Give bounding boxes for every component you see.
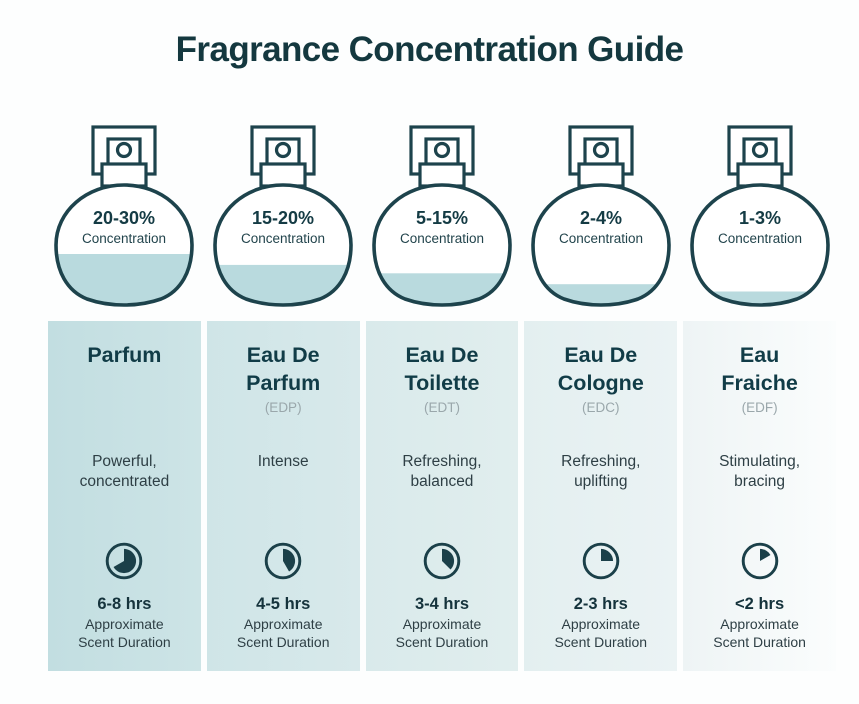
fragrance-description: Powerful, concentrated bbox=[79, 453, 170, 491]
clock-icon bbox=[423, 542, 461, 580]
liquid-fill bbox=[532, 284, 669, 305]
concentration-label: Concentration bbox=[82, 231, 166, 246]
nozzle-hole bbox=[751, 141, 768, 159]
name-block: Eau De Toilette (EDT) bbox=[366, 342, 519, 452]
fragrance-abbr: (EDT) bbox=[423, 400, 460, 416]
bottle-neck bbox=[418, 162, 466, 188]
perfume-bottle-icon: 5-15% Concentration bbox=[372, 125, 512, 307]
column-parfum: Parfum Powerful, concentrated 6-8 hrs Ap… bbox=[48, 321, 201, 671]
column-eau-de-cologne: Eau De Cologne (EDC) Refreshing, uplifti… bbox=[524, 321, 678, 671]
clock-wedge bbox=[441, 548, 455, 570]
perfume-bottle-icon: 1-3% Concentration bbox=[689, 125, 830, 307]
bottle-body bbox=[532, 185, 669, 305]
bottle-cell: 5-15% Concentration bbox=[366, 120, 519, 315]
bottle-neck bbox=[259, 162, 307, 188]
column-eau-fraiche: Eau Fraiche (EDF) Stimulating, bracing <… bbox=[683, 321, 836, 671]
bottles-row: 20-30% Concentration 15-20% Concentratio… bbox=[48, 120, 836, 315]
fragrance-name: Eau Fraiche bbox=[721, 343, 798, 395]
duration-value: 6-8 hrs bbox=[97, 595, 152, 613]
clock-wedge bbox=[113, 548, 137, 574]
bottle-neck bbox=[577, 162, 625, 188]
bottle-cell: 20-30% Concentration bbox=[48, 120, 201, 315]
fragrance-name: Eau De Toilette bbox=[404, 343, 480, 395]
clock-face bbox=[582, 542, 620, 580]
fragrance-abbr: (EDC) bbox=[582, 400, 620, 416]
concentration-label: Concentration bbox=[241, 231, 325, 246]
liquid-fill bbox=[215, 264, 352, 305]
column-eau-de-parfum: Eau De Parfum (EDP) Intense 4-5 hrs Appr… bbox=[206, 321, 360, 671]
fragrance-abbr: (EDP) bbox=[264, 400, 302, 416]
name-block: Parfum bbox=[48, 342, 201, 452]
bottle-body-outline bbox=[54, 183, 195, 307]
concentration-range: 20-30% bbox=[93, 208, 155, 228]
fragrance-description: Stimulating, bracing bbox=[719, 453, 801, 491]
duration-value: 3-4 hrs bbox=[414, 595, 470, 613]
fragrance-abbr bbox=[48, 373, 201, 390]
concentration-range: 5-15% bbox=[416, 208, 468, 228]
nozzle-hole bbox=[433, 141, 451, 159]
clock-face bbox=[423, 542, 461, 580]
clock-wedge bbox=[283, 548, 296, 572]
page-title: Fragrance Concentration Guide bbox=[175, 30, 684, 69]
bottle-cell: 2-4% Concentration bbox=[524, 120, 677, 315]
duration-caption: Approximate Scent Duration bbox=[395, 616, 489, 650]
clock-icon bbox=[741, 542, 778, 580]
duration-value: 2-3 hrs bbox=[573, 595, 628, 613]
clock-icon bbox=[582, 542, 620, 580]
nozzle-hole bbox=[116, 141, 133, 159]
clock-icon bbox=[264, 542, 302, 580]
clock-wedge bbox=[759, 548, 771, 561]
concentration-range: 2-4% bbox=[580, 208, 622, 228]
liquid-fill bbox=[56, 254, 193, 305]
fragrance-description: Refreshing, uplifting bbox=[561, 453, 641, 491]
concentration-range: 1-3% bbox=[739, 208, 781, 228]
fragrance-name: Eau De Parfum bbox=[246, 343, 321, 395]
bottle-neck bbox=[100, 162, 148, 188]
fragrance-description: Intense bbox=[257, 453, 309, 470]
duration-value: <2 hrs bbox=[735, 595, 785, 613]
clock-face bbox=[106, 542, 143, 580]
fragrance-name: Eau De Cologne bbox=[557, 343, 644, 395]
bottle-body-outline bbox=[213, 183, 353, 307]
concentration-label: Concentration bbox=[400, 231, 484, 246]
duration-caption: Approximate Scent Duration bbox=[78, 616, 171, 650]
fragrance-columns: Parfum Powerful, concentrated 6-8 hrs Ap… bbox=[48, 321, 836, 671]
clock-wedge bbox=[600, 548, 613, 561]
duration-value: 4-5 hrs bbox=[256, 595, 311, 613]
bottle-body-outline bbox=[530, 183, 671, 307]
nozzle-hole bbox=[275, 141, 292, 159]
duration-caption: Approximate Scent Duration bbox=[713, 616, 806, 650]
bottle-neck bbox=[735, 162, 784, 188]
name-block: Eau De Parfum (EDP) bbox=[207, 342, 360, 452]
perfume-bottle-icon: 15-20% Concentration bbox=[213, 125, 353, 307]
perfume-bottle-icon: 2-4% Concentration bbox=[530, 125, 671, 307]
duration-caption: Approximate Scent Duration bbox=[236, 616, 330, 650]
bottle-body bbox=[691, 185, 828, 305]
bottle-cell: 1-3% Concentration bbox=[683, 120, 836, 315]
fragrance-description: Refreshing, balanced bbox=[402, 453, 482, 491]
nozzle-hole bbox=[592, 141, 609, 159]
concentration-label: Concentration bbox=[559, 231, 643, 246]
clock-icon bbox=[106, 542, 143, 580]
bottle-body-outline bbox=[372, 183, 512, 307]
clock-face bbox=[264, 542, 302, 580]
perfume-bottle-icon: 20-30% Concentration bbox=[54, 125, 195, 307]
clock-face bbox=[741, 542, 778, 580]
bottle-cell: 15-20% Concentration bbox=[207, 120, 360, 315]
concentration-label: Concentration bbox=[718, 231, 802, 246]
name-block: Eau De Cologne (EDC) bbox=[524, 342, 677, 452]
fragrance-name: Parfum bbox=[87, 343, 162, 367]
duration-caption: Approximate Scent Duration bbox=[554, 616, 648, 650]
name-block: Eau Fraiche (EDF) bbox=[683, 342, 836, 452]
bottle-body-outline bbox=[689, 183, 830, 307]
fragrance-abbr: (EDF) bbox=[741, 400, 778, 416]
concentration-range: 15-20% bbox=[252, 208, 314, 228]
column-eau-de-toilette: Eau De Toilette (EDT) Refreshing, balanc… bbox=[365, 321, 519, 671]
